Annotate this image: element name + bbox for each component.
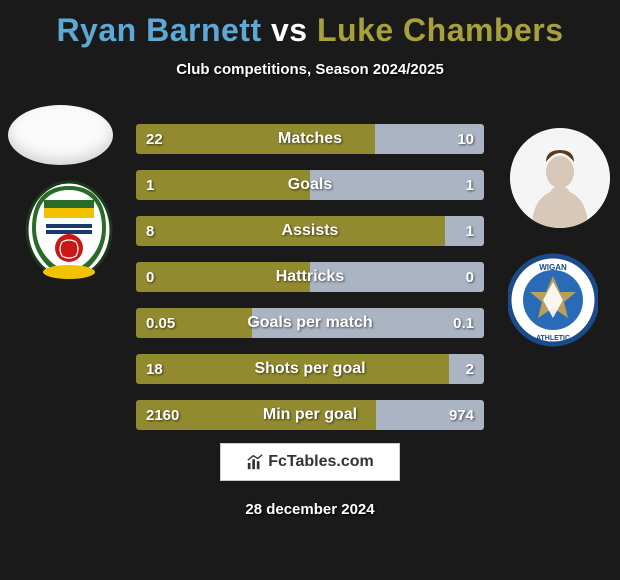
comparison-title: Ryan Barnett vs Luke Chambers: [0, 0, 620, 49]
wrexham-crest-icon: [24, 180, 114, 280]
club-badge-left: [24, 180, 114, 280]
player1-avatar: [8, 105, 113, 165]
stat-right-fill: [445, 216, 484, 246]
stat-row: 11Goals: [136, 170, 484, 200]
stat-left-fill: [136, 308, 252, 338]
infographic-date: 28 december 2024: [0, 501, 620, 518]
logo-text: FcTables.com: [268, 453, 374, 471]
stat-right-fill: [310, 170, 484, 200]
stat-row: 2160974Min per goal: [136, 400, 484, 430]
svg-text:ATHLETIC: ATHLETIC: [536, 335, 570, 342]
person-silhouette-icon: [510, 128, 610, 228]
vs-text: vs: [271, 12, 308, 48]
stat-row: 81Assists: [136, 216, 484, 246]
stat-row: 182Shots per goal: [136, 354, 484, 384]
player2-avatar: [510, 128, 610, 228]
club-badge-right: WIGAN ATHLETIC: [508, 252, 598, 352]
stat-row: 00Hattricks: [136, 262, 484, 292]
stat-right-fill: [252, 308, 484, 338]
stat-right-fill: [376, 400, 484, 430]
stat-left-fill: [136, 400, 376, 430]
svg-text:WIGAN: WIGAN: [539, 263, 567, 272]
fctables-logo: FcTables.com: [220, 443, 400, 481]
stats-bars-container: 2210Matches 11Goals 81Assists 00Hattricks 0.…: [136, 124, 484, 446]
player1-name: Ryan Barnett: [56, 12, 261, 48]
stat-left-fill: [136, 216, 445, 246]
stat-left-fill: [136, 124, 375, 154]
stat-row: 2210Matches: [136, 124, 484, 154]
wigan-crest-icon: WIGAN ATHLETIC: [508, 252, 598, 352]
chart-icon: [246, 453, 264, 471]
stat-row: 0.050.1Goals per match: [136, 308, 484, 338]
stat-left-fill: [136, 262, 310, 292]
stat-left-fill: [136, 354, 449, 384]
subtitle: Club competitions, Season 2024/2025: [0, 61, 620, 78]
player2-name: Luke Chambers: [317, 12, 564, 48]
stat-right-fill: [449, 354, 484, 384]
stat-right-fill: [375, 124, 484, 154]
stat-left-fill: [136, 170, 310, 200]
stat-right-fill: [310, 262, 484, 292]
